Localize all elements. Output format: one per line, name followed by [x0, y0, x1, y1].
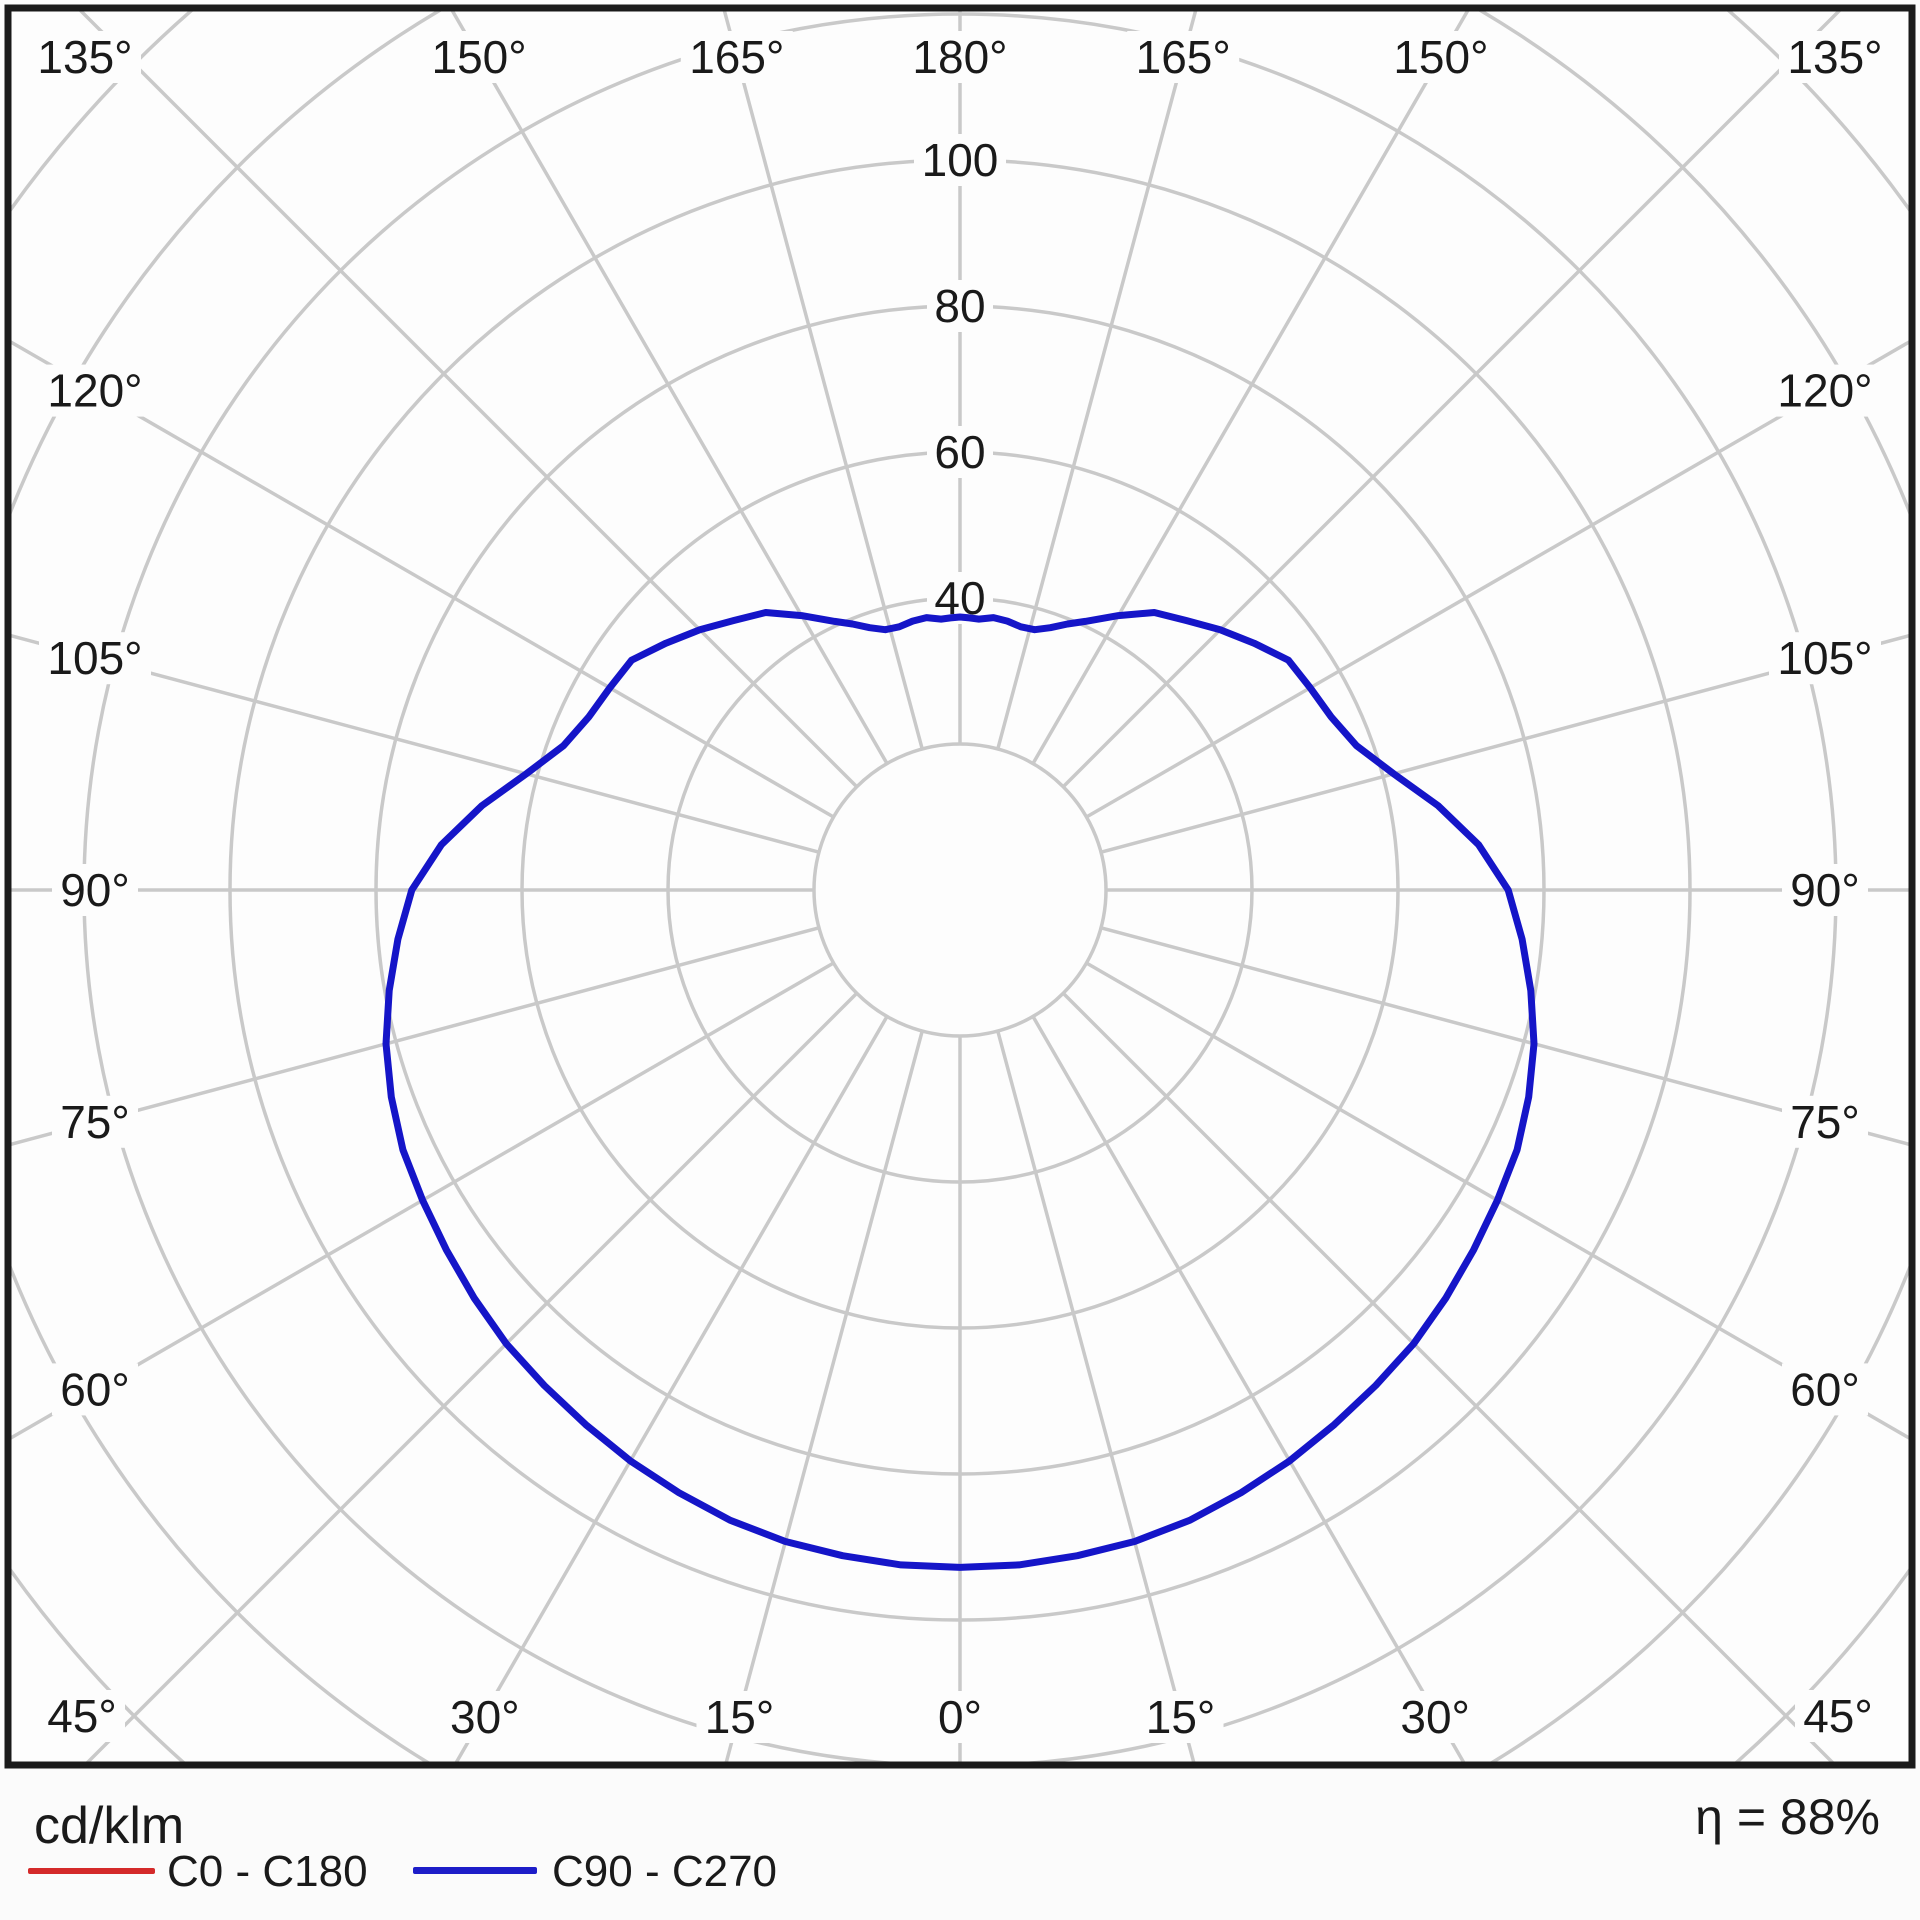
svg-text:60°: 60° — [60, 1363, 130, 1415]
svg-text:120°: 120° — [47, 365, 142, 417]
svg-text:135°: 135° — [1787, 31, 1882, 83]
svg-text:165°: 165° — [689, 31, 784, 83]
legend: C0 - C180 C90 - C270 — [0, 1846, 1920, 1906]
legend-label-c90-c270: C90 - C270 — [552, 1847, 778, 1896]
svg-text:100: 100 — [922, 134, 999, 186]
svg-text:15°: 15° — [705, 1691, 775, 1743]
unit-label: cd/klm — [34, 1797, 185, 1855]
svg-text:90°: 90° — [1790, 864, 1860, 916]
svg-text:45°: 45° — [47, 1690, 117, 1742]
efficiency-value: η = 88% — [1695, 1789, 1880, 1845]
svg-text:75°: 75° — [60, 1096, 130, 1148]
svg-text:60°: 60° — [1790, 1363, 1860, 1415]
legend-line-c0-c180-icon — [28, 1868, 155, 1874]
svg-text:165°: 165° — [1136, 31, 1231, 83]
svg-text:60: 60 — [934, 426, 985, 478]
svg-text:30°: 30° — [450, 1691, 520, 1743]
svg-text:45°: 45° — [1803, 1690, 1873, 1742]
svg-text:15°: 15° — [1146, 1691, 1216, 1743]
legend-line-c90-c270-icon — [413, 1867, 537, 1874]
svg-text:150°: 150° — [431, 31, 526, 83]
svg-text:90°: 90° — [60, 864, 130, 916]
svg-text:135°: 135° — [37, 31, 132, 83]
svg-text:105°: 105° — [1777, 632, 1872, 684]
svg-text:0°: 0° — [938, 1691, 982, 1743]
svg-text:105°: 105° — [47, 632, 142, 684]
svg-text:120°: 120° — [1777, 365, 1872, 417]
svg-text:150°: 150° — [1393, 31, 1488, 83]
svg-text:80: 80 — [934, 280, 985, 332]
legend-label-c0-c180: C0 - C180 — [167, 1847, 368, 1896]
svg-text:180°: 180° — [912, 31, 1007, 83]
svg-text:30°: 30° — [1400, 1691, 1470, 1743]
svg-text:75°: 75° — [1790, 1096, 1860, 1148]
